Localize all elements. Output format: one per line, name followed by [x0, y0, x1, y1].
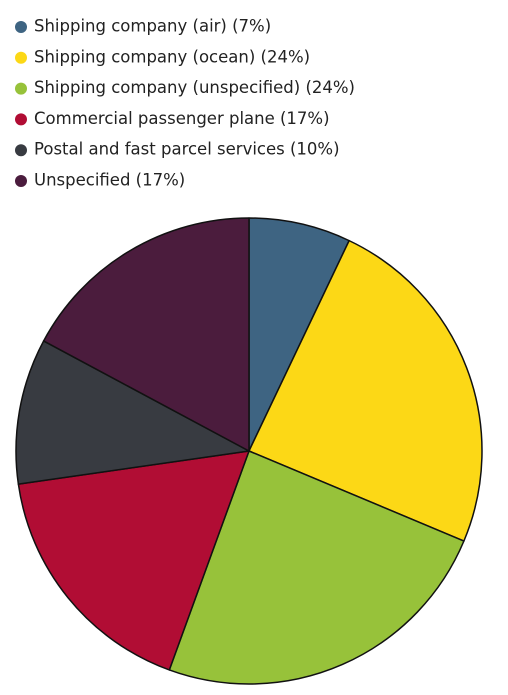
legend-swatch — [15, 144, 27, 157]
pie-slice — [42, 217, 250, 452]
pie-slice — [17, 450, 250, 671]
legend-label: Commercial passenger plane (17%) — [34, 109, 330, 128]
legend-swatch — [15, 21, 27, 33]
legend-swatch — [15, 82, 27, 95]
legend-label: Shipping company (unspecified) (24%) — [34, 78, 355, 97]
legend-swatch — [15, 175, 27, 187]
legend-swatch — [15, 51, 27, 64]
legend-label: Shipping company (ocean) (24%) — [34, 47, 310, 66]
pie-slice — [248, 239, 483, 542]
pie-slice — [15, 340, 250, 485]
legend-label: Unspecified (17%) — [34, 171, 185, 190]
pie-slice — [248, 217, 350, 452]
legend-swatch — [15, 113, 27, 126]
pie-slice — [168, 450, 465, 685]
legend-label: Shipping company (air) (7%) — [34, 17, 271, 36]
legend-label: Postal and fast parcel services (10%) — [34, 140, 340, 159]
